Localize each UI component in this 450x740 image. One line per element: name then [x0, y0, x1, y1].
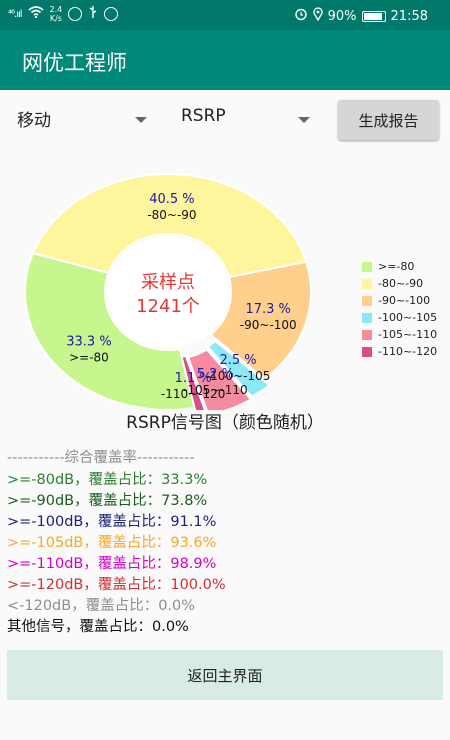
wifi-icon: [28, 6, 44, 22]
legend-label: -105~-110: [378, 328, 438, 341]
slice-percent-label: 40.5 %: [149, 192, 194, 207]
legend-swatch: [362, 278, 372, 289]
legend-label: -110~-120: [378, 345, 438, 358]
pie-slice: [186, 348, 253, 410]
legend-swatch: [362, 312, 372, 323]
slice-range-label: -100~-105: [206, 369, 271, 383]
coverage-header: -----------综合覆盖率-----------: [7, 450, 195, 466]
generate-report-button[interactable]: 生成报告: [338, 100, 439, 140]
coverage-line: >=-80dB，覆盖占比：33.3%: [7, 472, 208, 488]
slice-range-label: -110~-120: [161, 387, 226, 401]
pie-slice: [24, 252, 197, 410]
legend-swatch: [362, 329, 372, 340]
rsrp-pie-chart: 采样点 1241个 33.3 %>=-80 40.5 %-80~-90 17.3 %-9…: [24, 173, 312, 410]
slice-range-label: >=-80: [69, 350, 109, 364]
app-title: 网优工程师: [22, 51, 127, 75]
clock: 21:58: [390, 8, 428, 24]
slice-percent-label: 33.3 %: [66, 334, 111, 349]
dropdown-arrow-icon: [298, 117, 310, 123]
net-speed-value: 2.4: [49, 5, 63, 14]
legend-swatch: [362, 346, 372, 357]
pie-center: [107, 236, 229, 348]
legend-item: -90~-100: [362, 292, 437, 309]
pie-slice: [206, 339, 272, 398]
metric-dropdown-value: RSRP: [181, 106, 226, 126]
carrier-dropdown[interactable]: 移动: [17, 106, 152, 134]
legend-item: -100~-105: [362, 309, 437, 326]
battery-percent: 90%: [327, 8, 357, 24]
coverage-line: >=-90dB，覆盖占比：73.8%: [7, 493, 208, 509]
legend-swatch: [362, 261, 372, 272]
app-bar: 网优工程师: [0, 30, 450, 90]
pie-slice: [180, 354, 206, 410]
battery-icon: [361, 10, 386, 22]
legend-item: -110~-120: [362, 343, 437, 360]
coverage-line: >=-105dB，覆盖占比：93.6%: [7, 535, 217, 551]
status-bar: ⁴⁶.ııl 2.4 K/s 90% 21:58: [0, 0, 450, 30]
check-circle-icon: [104, 7, 119, 21]
cell-signal-icon: ⁴⁶.ııl: [8, 8, 22, 20]
slice-percent-label: 17.3 %: [245, 302, 290, 317]
coverage-line: 其他信号，覆盖占比：0.0%: [7, 619, 189, 635]
legend-item: -80~-90: [362, 275, 437, 292]
pie-slice: [31, 173, 308, 279]
slice-range-label: -80~-90: [147, 208, 196, 222]
legend-item: -105~-110: [362, 326, 437, 343]
net-speed-unit: K/s: [49, 14, 62, 23]
slice-percent-label: 5.2 %: [197, 367, 234, 382]
pie-slice: [209, 260, 312, 381]
legend-label: -90~-100: [378, 294, 431, 307]
slice-range-label: -90~-100: [240, 318, 297, 332]
legend-label: -80~-90: [378, 277, 424, 290]
slice-range-label: -105~-110: [183, 383, 248, 397]
legend-item: >=-80: [362, 258, 437, 275]
notification-icon: [68, 7, 83, 21]
coverage-line: <-120dB，覆盖占比：0.0%: [7, 598, 196, 614]
chart-legend: >=-80 -80~-90 -90~-100 -100~-105 -105~-110 -1…: [362, 258, 437, 360]
legend-label: >=-80: [378, 260, 415, 273]
slice-percent-label: 1.1 %: [175, 371, 212, 386]
coverage-line: >=-120dB，覆盖占比：100.0%: [7, 577, 226, 593]
sample-count-label: 采样点: [141, 272, 195, 293]
chart-title: RSRP信号图（颜色随机）: [126, 413, 324, 433]
net-speed: 2.4 K/s: [50, 5, 63, 23]
usb-icon: [88, 5, 98, 23]
alarm-icon: [294, 7, 308, 25]
dropdown-arrow-icon: [135, 117, 147, 123]
return-main-button[interactable]: 返回主界面: [7, 650, 443, 700]
legend-label: -100~-105: [378, 311, 438, 324]
coverage-line: >=-110dB，覆盖占比：98.9%: [7, 556, 217, 572]
coverage-line: >=-100dB，覆盖占比：91.1%: [7, 514, 217, 530]
carrier-dropdown-value: 移动: [17, 111, 51, 131]
metric-dropdown[interactable]: RSRP: [181, 106, 316, 134]
sample-count-value: 1241个: [136, 296, 200, 317]
location-icon: [312, 7, 323, 25]
legend-swatch: [362, 295, 372, 306]
slice-percent-label: 2.5 %: [219, 353, 256, 368]
